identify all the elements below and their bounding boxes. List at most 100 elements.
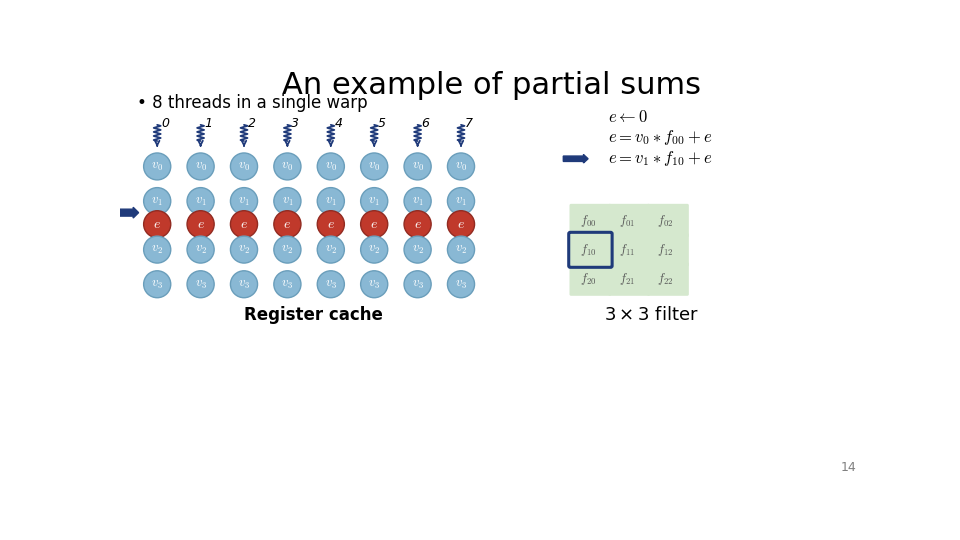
FancyBboxPatch shape — [647, 262, 689, 296]
Circle shape — [404, 271, 431, 298]
Text: $v_0$: $v_0$ — [412, 160, 423, 173]
Text: $f_{10}$: $f_{10}$ — [580, 242, 596, 258]
Circle shape — [404, 211, 431, 238]
FancyBboxPatch shape — [609, 204, 650, 237]
Circle shape — [447, 236, 474, 263]
Circle shape — [317, 271, 345, 298]
Text: $v_0$: $v_0$ — [151, 160, 163, 173]
Text: 1: 1 — [204, 117, 212, 130]
Text: $e$: $e$ — [326, 217, 335, 231]
Text: 4: 4 — [335, 117, 343, 130]
Text: $v_0$: $v_0$ — [369, 160, 380, 173]
Circle shape — [447, 211, 474, 238]
Circle shape — [274, 271, 301, 298]
Circle shape — [361, 236, 388, 263]
Circle shape — [317, 211, 345, 238]
Text: $f_{02}$: $f_{02}$ — [658, 213, 674, 228]
Text: $v_3$: $v_3$ — [412, 278, 423, 291]
Text: 3: 3 — [291, 117, 300, 130]
Circle shape — [317, 153, 345, 180]
Circle shape — [230, 236, 257, 263]
FancyBboxPatch shape — [609, 233, 650, 267]
Circle shape — [230, 187, 257, 214]
Circle shape — [144, 211, 171, 238]
Circle shape — [187, 271, 214, 298]
Text: $v_1$: $v_1$ — [152, 194, 163, 207]
Text: $v_0$: $v_0$ — [195, 160, 206, 173]
Circle shape — [144, 236, 171, 263]
Text: $v_1$: $v_1$ — [369, 194, 380, 207]
Text: $e \leftarrow 0$: $e \leftarrow 0$ — [609, 108, 648, 126]
Circle shape — [404, 153, 431, 180]
Circle shape — [144, 187, 171, 214]
Text: 7: 7 — [465, 117, 473, 130]
Circle shape — [361, 211, 388, 238]
Circle shape — [447, 271, 474, 298]
Circle shape — [361, 271, 388, 298]
Text: 2: 2 — [248, 117, 256, 130]
FancyBboxPatch shape — [569, 204, 612, 237]
Circle shape — [274, 211, 301, 238]
Text: $f_{21}$: $f_{21}$ — [619, 271, 635, 287]
Circle shape — [274, 236, 301, 263]
Text: 5: 5 — [378, 117, 386, 130]
Text: $v_2$: $v_2$ — [412, 243, 423, 256]
Text: $3 \times 3$ filter: $3 \times 3$ filter — [604, 306, 698, 324]
Text: $v_2$: $v_2$ — [324, 243, 337, 256]
Text: $f_{22}$: $f_{22}$ — [658, 271, 674, 287]
Text: $v_3$: $v_3$ — [455, 278, 467, 291]
Text: $v_1$: $v_1$ — [238, 194, 250, 207]
Circle shape — [317, 236, 345, 263]
Circle shape — [187, 187, 214, 214]
Circle shape — [404, 236, 431, 263]
Circle shape — [230, 153, 257, 180]
Circle shape — [144, 153, 171, 180]
Text: $v_1$: $v_1$ — [195, 194, 206, 207]
Text: $e$: $e$ — [457, 217, 465, 231]
Circle shape — [274, 187, 301, 214]
Text: $v_3$: $v_3$ — [369, 278, 380, 291]
Text: $v_0$: $v_0$ — [324, 160, 337, 173]
Circle shape — [404, 187, 431, 214]
Text: $v_0$: $v_0$ — [455, 160, 467, 173]
FancyBboxPatch shape — [647, 233, 689, 267]
Circle shape — [187, 153, 214, 180]
Text: $v_1$: $v_1$ — [325, 194, 337, 207]
Text: $v_2$: $v_2$ — [369, 243, 380, 256]
Circle shape — [361, 153, 388, 180]
Text: 6: 6 — [421, 117, 429, 130]
Text: $v_1$: $v_1$ — [455, 194, 467, 207]
Text: $f_{11}$: $f_{11}$ — [619, 242, 635, 258]
Text: $v_3$: $v_3$ — [281, 278, 294, 291]
FancyArrow shape — [564, 154, 588, 163]
FancyArrow shape — [120, 207, 138, 218]
Text: $v_3$: $v_3$ — [195, 278, 206, 291]
Text: 14: 14 — [841, 462, 856, 475]
Text: $v_1$: $v_1$ — [281, 194, 293, 207]
Text: $f_{01}$: $f_{01}$ — [619, 213, 635, 228]
Circle shape — [361, 187, 388, 214]
Text: $v_3$: $v_3$ — [324, 278, 337, 291]
FancyBboxPatch shape — [569, 233, 612, 267]
Circle shape — [144, 271, 171, 298]
Text: $e$: $e$ — [154, 217, 161, 231]
Circle shape — [447, 153, 474, 180]
Text: $e = v_1 * f_{10} + e$: $e = v_1 * f_{10} + e$ — [609, 149, 713, 168]
Text: An example of partial sums: An example of partial sums — [282, 71, 702, 100]
Text: $v_2$: $v_2$ — [152, 243, 163, 256]
Text: $e$: $e$ — [240, 217, 248, 231]
Text: $f_{12}$: $f_{12}$ — [658, 242, 674, 258]
Text: $f_{20}$: $f_{20}$ — [580, 271, 596, 287]
Circle shape — [230, 211, 257, 238]
Text: $v_0$: $v_0$ — [281, 160, 294, 173]
Text: $e$: $e$ — [371, 217, 378, 231]
Text: $v_2$: $v_2$ — [455, 243, 467, 256]
Circle shape — [230, 271, 257, 298]
Circle shape — [447, 187, 474, 214]
Text: $f_{00}$: $f_{00}$ — [580, 213, 596, 228]
Text: • 8 threads in a single warp: • 8 threads in a single warp — [137, 94, 368, 112]
Circle shape — [187, 211, 214, 238]
FancyBboxPatch shape — [647, 204, 689, 237]
Text: $v_2$: $v_2$ — [281, 243, 294, 256]
Circle shape — [317, 187, 345, 214]
